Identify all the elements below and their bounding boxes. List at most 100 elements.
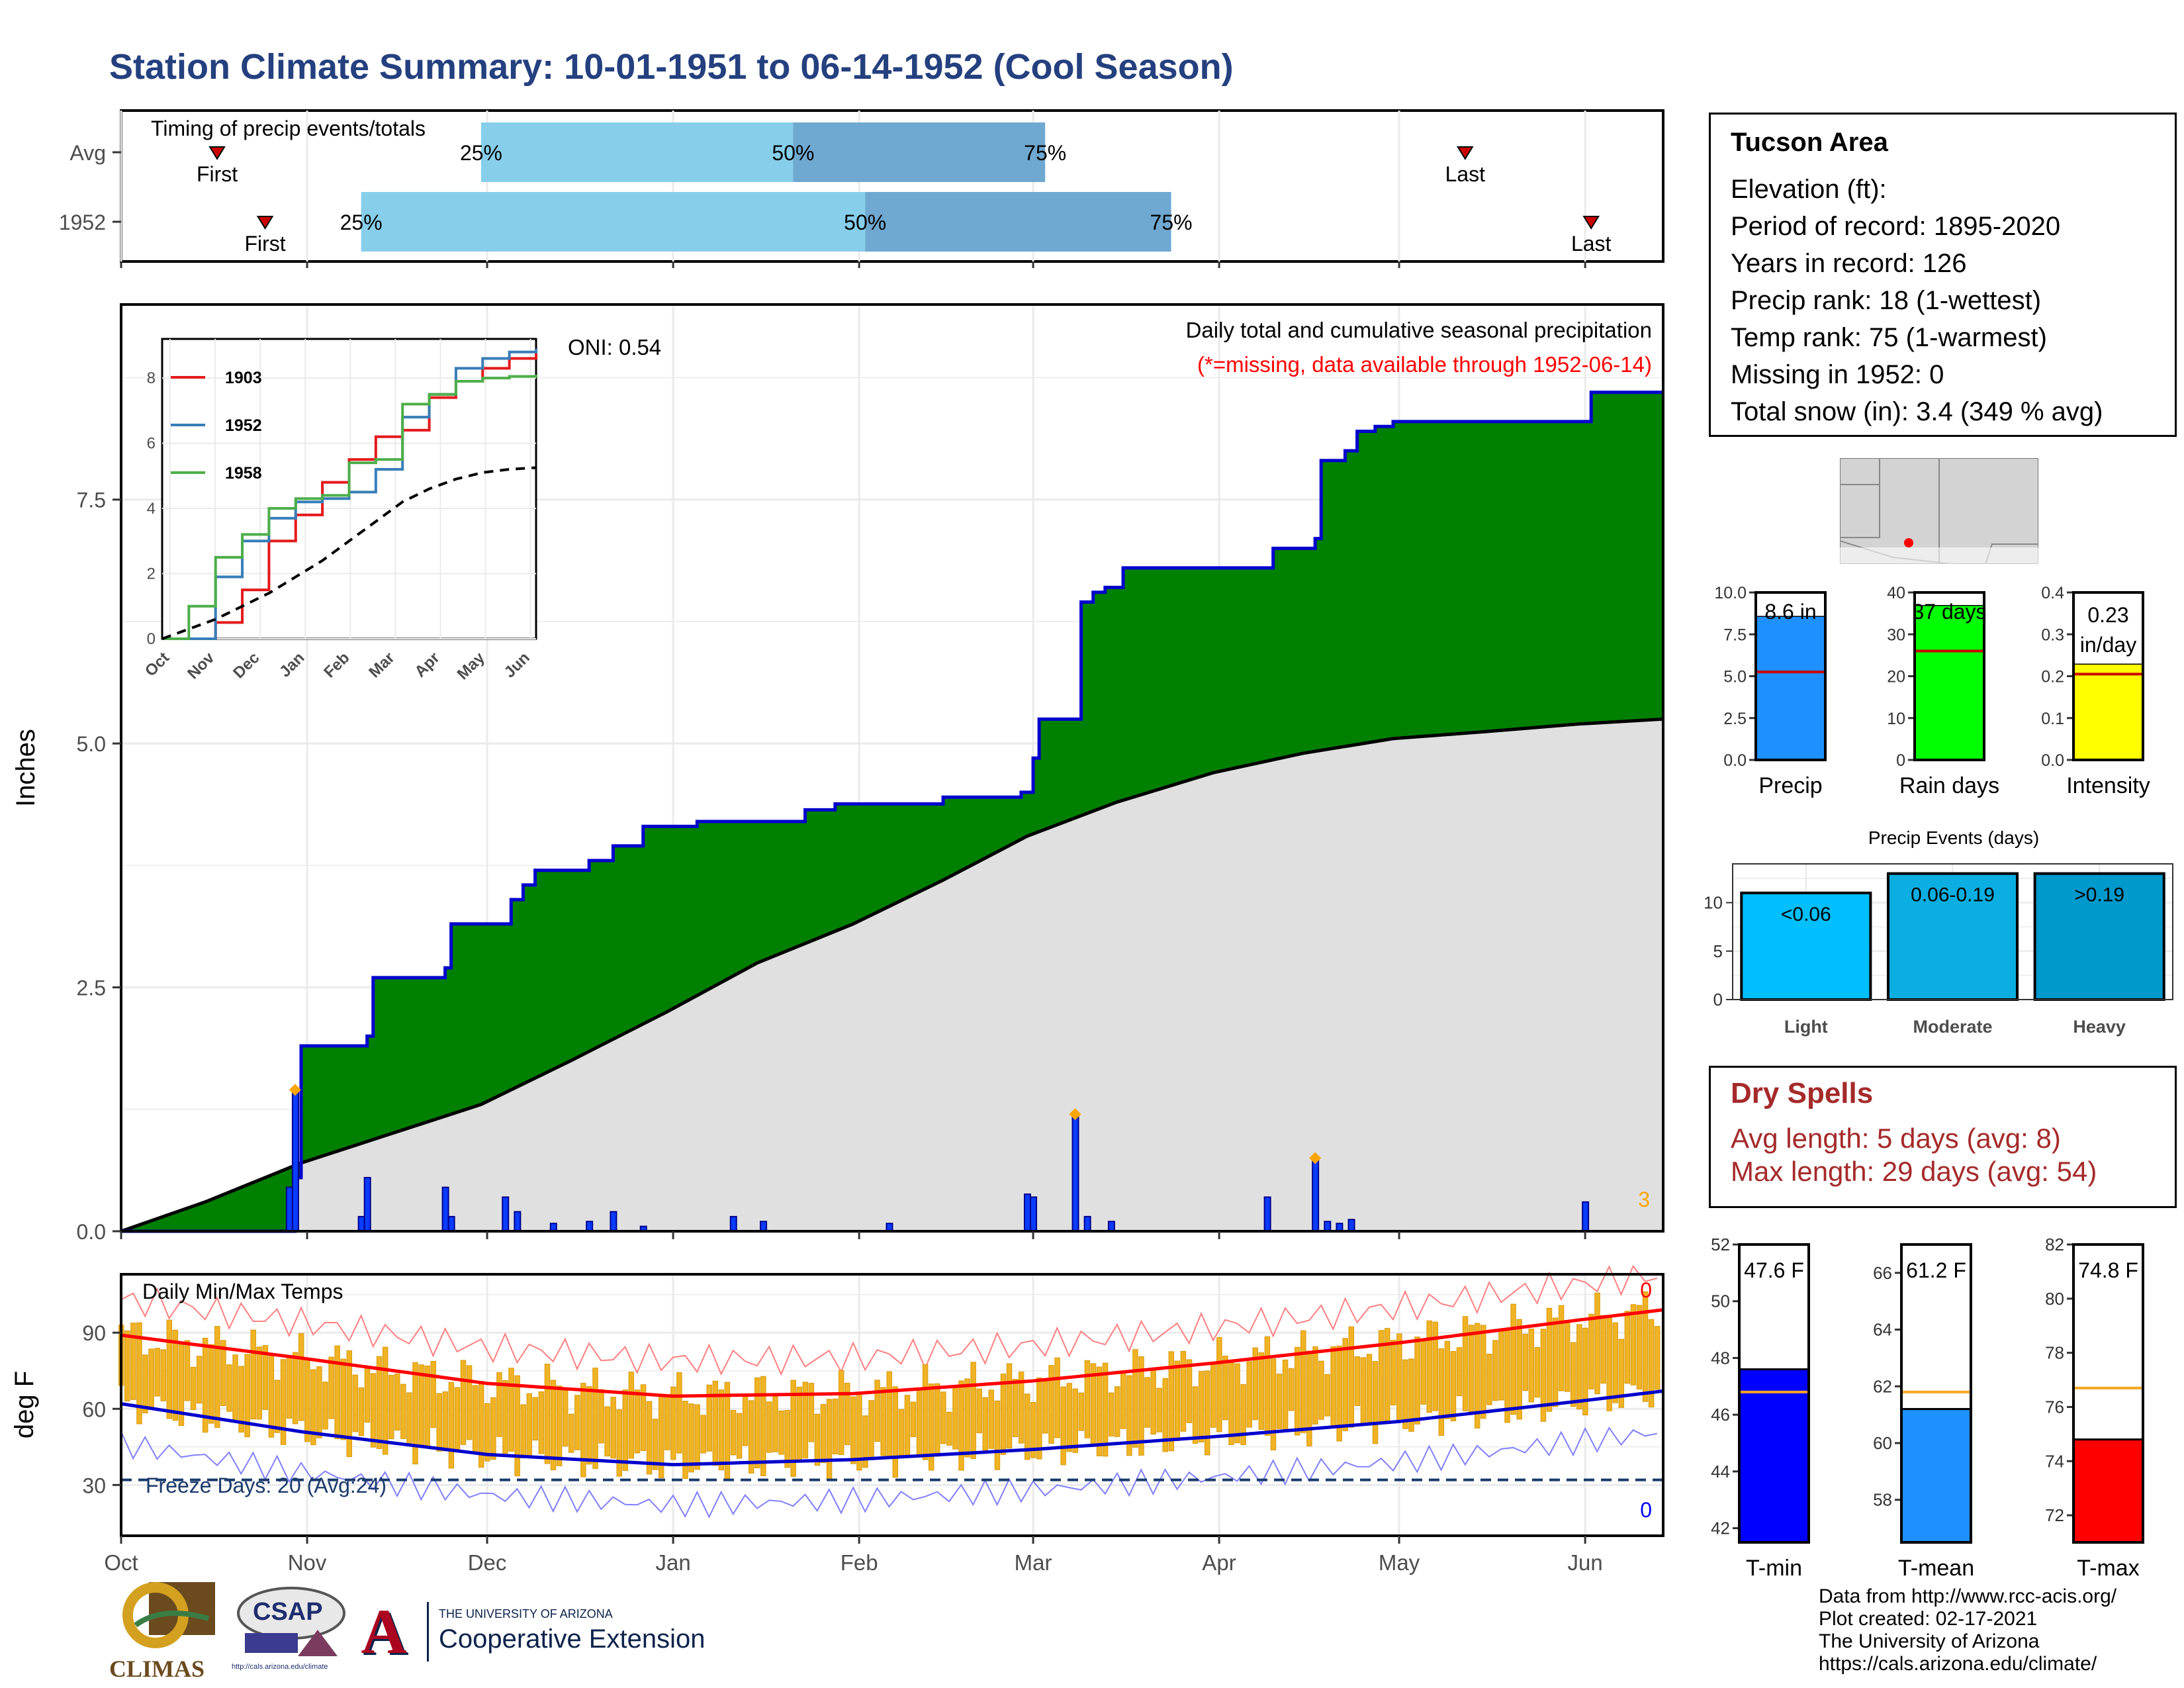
inset-avg-line bbox=[161, 466, 537, 640]
inset-y-label: 8 bbox=[147, 369, 156, 387]
y-axis-label: Inches bbox=[11, 729, 40, 807]
daily-temp-bar bbox=[778, 1410, 784, 1455]
daily-temp-bar bbox=[1312, 1346, 1318, 1425]
oni-label: ONI: 0.54 bbox=[568, 335, 661, 359]
summary-frame bbox=[1754, 591, 1827, 761]
elevation-line: Elevation (ft): bbox=[1731, 175, 1887, 204]
daily-temp-bar bbox=[412, 1362, 418, 1465]
daily-temp-bar bbox=[358, 1387, 365, 1436]
daily-temp-bar bbox=[1144, 1377, 1150, 1428]
temp-bar-y-label: 78 bbox=[2045, 1343, 2064, 1363]
daily-temp-bar bbox=[1198, 1371, 1205, 1443]
daily-temp-bar bbox=[484, 1403, 490, 1462]
daily-temp-bar bbox=[514, 1375, 520, 1477]
summary-bar bbox=[1913, 604, 1985, 761]
daily-temp-bar bbox=[328, 1356, 334, 1419]
freeze-days-label: Freeze Days: 20 (Avg:24) bbox=[146, 1474, 387, 1497]
month-label: Mar bbox=[1015, 1550, 1052, 1575]
daily-temp-bar bbox=[1354, 1356, 1361, 1407]
daily-temp-bar bbox=[226, 1364, 232, 1412]
daily-temp-bar bbox=[490, 1397, 496, 1460]
daily-temp-bar bbox=[976, 1388, 982, 1434]
station-info-box: Tucson Area Elevation (ft): Period of re… bbox=[1709, 113, 2177, 437]
daily-temp-bar bbox=[1294, 1346, 1300, 1436]
daily-temp-bar bbox=[1012, 1379, 1019, 1437]
credits: Data from http://www.rcc-acis.org/ Plot … bbox=[1819, 1585, 2116, 1675]
daily-temp-bar bbox=[370, 1373, 377, 1448]
daily-temp-bar bbox=[340, 1358, 346, 1440]
daily-temp-bar bbox=[1264, 1336, 1271, 1436]
daily-temp-bar bbox=[1570, 1342, 1576, 1407]
snow-line: Total snow (in): 3.4 (349 % avg) bbox=[1731, 397, 2103, 426]
temp-bar-y-label: 62 bbox=[1873, 1376, 1892, 1396]
timing-title: Timing of precip events/totals bbox=[151, 117, 426, 140]
daily-temp-bar bbox=[1630, 1304, 1637, 1385]
temp-bar-y-label: 80 bbox=[2045, 1289, 2064, 1309]
daily-temp-bar bbox=[1414, 1336, 1420, 1425]
daily-temp-bar bbox=[880, 1387, 886, 1456]
timing-bar-25-50 bbox=[361, 192, 866, 252]
daily-temp-bar bbox=[1546, 1307, 1553, 1412]
daily-temp-bar bbox=[730, 1410, 737, 1456]
summary-y-label: 30 bbox=[1887, 626, 1905, 644]
timing-p75-label: 75% bbox=[1024, 141, 1066, 165]
daily-temp-bar bbox=[544, 1364, 551, 1464]
temperature-chart: 30 60 90 Oct Nov Dec Jan Feb Mar Apr May Jun deg F Da… bbox=[10, 1264, 1664, 1575]
inset-legend-label: 1903 bbox=[225, 369, 262, 387]
events-y-label: 0 bbox=[1713, 990, 1723, 1009]
timing-bar-50-75 bbox=[865, 192, 1171, 252]
summary-y-label: 10.0 bbox=[1714, 584, 1747, 602]
daily-temp-bar bbox=[1138, 1356, 1144, 1456]
daily-temp-bar bbox=[1612, 1322, 1618, 1403]
daily-temp-bar bbox=[1204, 1370, 1210, 1456]
summary-bar-name: Rain days bbox=[1899, 773, 1999, 798]
daily-temp-bar bbox=[652, 1419, 659, 1470]
plot-frame bbox=[120, 303, 1664, 1233]
avg-cumulative-area bbox=[121, 719, 1663, 1231]
daily-temp-bar bbox=[1534, 1347, 1541, 1398]
daily-temp-bar bbox=[676, 1372, 682, 1454]
summary-label-bg bbox=[1916, 594, 1983, 605]
daily-temp-bar bbox=[988, 1389, 995, 1449]
credit-line: https://cals.arizona.edu/climate/ bbox=[1819, 1653, 2097, 1675]
daily-temp-bar bbox=[592, 1368, 598, 1470]
daily-temp-bar bbox=[1078, 1392, 1085, 1431]
month-label: Apr bbox=[1202, 1550, 1236, 1575]
first-marker bbox=[208, 146, 226, 160]
daily-temp-bar bbox=[136, 1322, 142, 1425]
inset-series-line bbox=[162, 375, 537, 640]
csap-cloud-icon bbox=[237, 1587, 345, 1656]
daily-temp-bar bbox=[1132, 1349, 1138, 1448]
missing-note: (*=missing, data available through 1952-… bbox=[1197, 352, 1652, 377]
daily-temp-bar bbox=[814, 1413, 821, 1466]
dry-spells-title: Dry Spells bbox=[1731, 1077, 1874, 1109]
dry-max-length: Max length: 29 days (avg: 54) bbox=[1731, 1156, 2097, 1187]
temp-chart-label: Daily Min/Max Temps bbox=[142, 1280, 343, 1303]
daily-temp-bar bbox=[1522, 1333, 1528, 1391]
daily-temp-bar bbox=[1024, 1393, 1030, 1460]
daily-temp-bar bbox=[532, 1397, 539, 1441]
first-label: First bbox=[244, 232, 285, 256]
daily-temp-bar bbox=[1252, 1347, 1259, 1421]
daily-temp-bar bbox=[1270, 1358, 1277, 1451]
inset-y-label: 2 bbox=[147, 565, 156, 583]
timing-bar-50-75 bbox=[793, 122, 1046, 182]
daily-temp-bar bbox=[334, 1345, 340, 1439]
last-label: Last bbox=[1445, 162, 1486, 186]
daily-temp-bar bbox=[436, 1393, 443, 1452]
daily-temp-bar bbox=[1444, 1340, 1451, 1419]
temp-bar-name: T-min bbox=[1746, 1556, 1802, 1581]
y-tick-label: 7.5 bbox=[77, 489, 106, 512]
daily-temp-bar bbox=[958, 1380, 964, 1471]
daily-temp-bar bbox=[790, 1380, 796, 1477]
daily-temp-bar bbox=[1102, 1362, 1109, 1457]
daily-temp-bar bbox=[874, 1380, 880, 1442]
daily-temp-bar bbox=[1456, 1347, 1463, 1397]
daily-temp-bar bbox=[346, 1350, 353, 1458]
summary-bar bbox=[1754, 614, 1827, 761]
event-bar-label: 0.06-0.19 bbox=[1911, 884, 1995, 906]
daily-temp-bar bbox=[1528, 1329, 1535, 1403]
daily-temp-bar bbox=[928, 1383, 934, 1471]
daily-temp-bar bbox=[646, 1401, 653, 1475]
temp-bar-y-label: 50 bbox=[1711, 1291, 1730, 1311]
